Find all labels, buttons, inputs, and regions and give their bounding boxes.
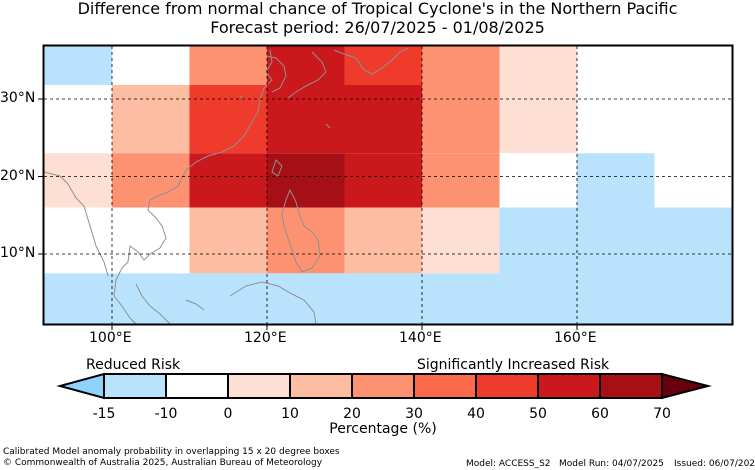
colorbar — [56, 372, 712, 400]
colorbar-tick-label: 10 — [281, 406, 299, 422]
grid-cell — [654, 207, 732, 274]
grid-cell — [499, 207, 577, 274]
grid-cell — [499, 273, 577, 324]
map-frame — [42, 44, 734, 326]
grid-cell — [44, 207, 112, 274]
colorbar-xlabel: Percentage (%) — [329, 421, 437, 437]
grid-cell — [499, 153, 577, 208]
grid-cell — [577, 85, 655, 154]
grid-cell — [422, 85, 500, 154]
grid-cell — [654, 46, 732, 85]
colorbar-tick-label: 40 — [467, 406, 485, 422]
grid-cell — [189, 207, 267, 274]
model-name: Model: ACCESS_S2 — [466, 459, 551, 469]
grid-cell — [422, 46, 500, 85]
colorbar-tick-label: 60 — [591, 406, 609, 422]
grid-cell — [112, 153, 190, 208]
colorbar-tick-label: 70 — [653, 406, 671, 422]
lat-lon-gridlines — [44, 46, 732, 324]
colorbar-segment — [351, 373, 415, 399]
forecast-period: Forecast period: 26/07/2025 - 01/08/2025 — [210, 18, 545, 37]
grid-cell — [267, 153, 345, 208]
colorbar-low-arrow — [56, 372, 105, 400]
colorbar-tick-label: -10 — [154, 406, 178, 422]
grid-cell — [44, 153, 112, 208]
map-title: Difference from normal chance of Tropica… — [77, 0, 678, 18]
grid-cell — [112, 46, 190, 85]
lat-label: 10°N — [0, 245, 36, 261]
colorbar-segment — [537, 373, 601, 399]
colorbar-segment — [103, 373, 167, 399]
colorbar-segment — [475, 373, 539, 399]
grid-cell — [577, 273, 655, 324]
axis-ticks — [38, 98, 578, 330]
grid-cell — [654, 153, 732, 208]
grid-cell — [189, 153, 267, 208]
grid-cell — [344, 273, 422, 324]
increased-risk-label: Significantly Increased Risk — [417, 357, 610, 373]
lon-label: 100°E — [89, 330, 132, 346]
grid-cell — [344, 46, 422, 85]
grid-cell — [112, 207, 190, 274]
grid-cell — [422, 207, 500, 274]
grid-cell — [267, 207, 345, 274]
grid-cell — [189, 85, 267, 154]
grid-cell — [422, 273, 500, 324]
issued-date: Issued: 06/07/2025 — [674, 459, 755, 469]
colorbar-tick-label: 0 — [223, 406, 233, 422]
colorbar-segment — [227, 373, 291, 399]
coastline — [43, 47, 409, 325]
grid-cell — [654, 273, 732, 324]
colorbar-tick-label: 20 — [343, 406, 361, 422]
lon-label: 120°E — [244, 330, 287, 346]
grid-cell — [577, 207, 655, 274]
colorbar-tick-label: 30 — [405, 406, 423, 422]
grid-cell — [112, 85, 190, 154]
grid-cell — [422, 153, 500, 208]
lat-label: 20°N — [0, 167, 36, 184]
grid-cell — [344, 85, 422, 154]
lat-label: 30°N — [0, 90, 36, 106]
colorbar-segment — [165, 373, 229, 399]
model-run: Model Run: 04/07/2025 — [559, 459, 664, 469]
anomaly-grid — [44, 46, 732, 324]
grid-cell — [499, 85, 577, 154]
lon-label: 160°E — [554, 330, 597, 346]
grid-cell — [44, 273, 112, 324]
grid-cell — [344, 207, 422, 274]
colorbar-segment — [289, 373, 353, 399]
grid-cell — [654, 85, 732, 154]
colorbar-tick-label: 50 — [529, 406, 547, 422]
grid-cell — [44, 46, 112, 85]
grid-cell — [44, 85, 112, 154]
lon-label: 140°E — [399, 330, 442, 346]
grid-cell — [577, 46, 655, 85]
colorbar-segment — [413, 373, 477, 399]
grid-cell — [344, 153, 422, 208]
grid-cell — [577, 153, 655, 208]
colorbar-high-arrow — [661, 372, 712, 400]
copyright: © Commonwealth of Australia 2025, Austra… — [3, 458, 323, 468]
grid-cell — [267, 273, 345, 324]
colorbar-tick-label: -15 — [92, 406, 116, 422]
grid-cell — [267, 85, 345, 154]
colorbar-segment — [599, 373, 663, 399]
footer-note: Calibrated Model anomaly probability in … — [3, 447, 340, 457]
reduced-risk-label: Reduced Risk — [86, 357, 181, 373]
grid-cell — [267, 46, 345, 85]
grid-cell — [189, 273, 267, 324]
grid-cell — [189, 46, 267, 85]
grid-cell — [112, 273, 190, 324]
grid-cell — [499, 46, 577, 85]
